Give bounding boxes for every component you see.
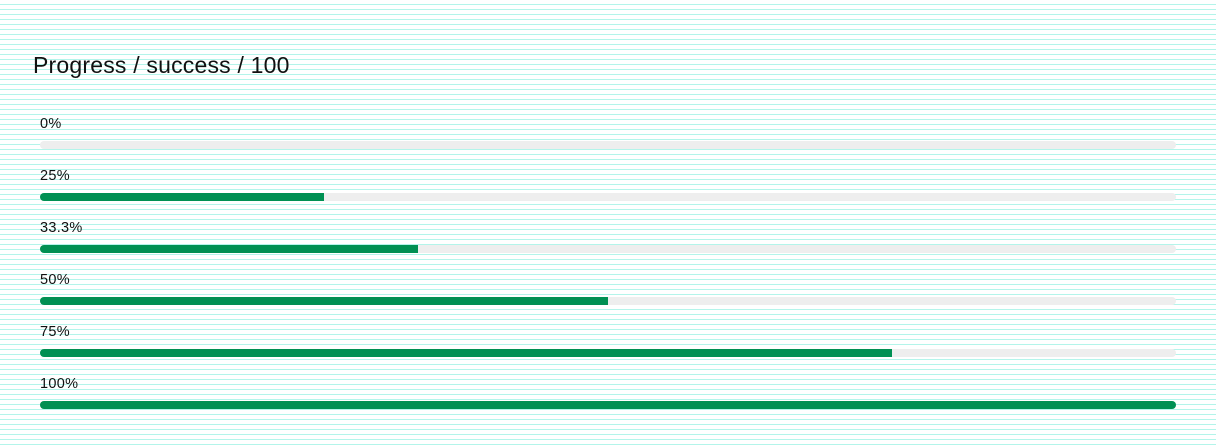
progress-label: 0%	[40, 116, 62, 132]
progress-item: 50%	[40, 272, 1176, 324]
progress-item: 0%	[40, 116, 1176, 168]
progress-item: 100%	[40, 376, 1176, 428]
progress-track	[40, 297, 1176, 305]
progress-fill	[40, 297, 608, 305]
progress-label: 33.3%	[40, 220, 83, 236]
progress-label: 50%	[40, 272, 70, 288]
progress-track	[40, 349, 1176, 357]
progress-fill	[40, 349, 892, 357]
progress-track	[40, 401, 1176, 409]
progress-track	[40, 193, 1176, 201]
progress-label: 100%	[40, 376, 79, 392]
progress-label: 75%	[40, 324, 70, 340]
progress-fill	[40, 245, 419, 253]
progress-item: 33.3%	[40, 220, 1176, 272]
progress-label: 25%	[40, 168, 70, 184]
progress-list: 0% 25% 33.3% 50% 75% 100%	[40, 116, 1176, 428]
progress-fill	[40, 193, 324, 201]
progress-fill	[40, 401, 1176, 409]
progress-track	[40, 141, 1176, 149]
progress-item: 75%	[40, 324, 1176, 376]
page-title: Progress / success / 100	[33, 52, 290, 78]
progress-track	[40, 245, 1176, 253]
progress-item: 25%	[40, 168, 1176, 220]
